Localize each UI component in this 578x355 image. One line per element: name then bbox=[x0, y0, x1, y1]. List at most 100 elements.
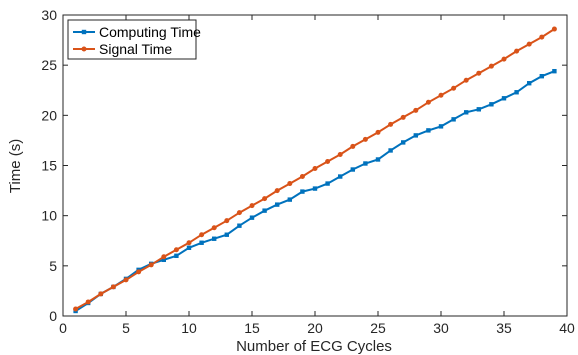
data-point bbox=[110, 284, 116, 290]
data-point bbox=[211, 225, 217, 231]
data-point bbox=[212, 236, 217, 241]
y-tick-label: 15 bbox=[41, 158, 57, 174]
legend-label: Computing Time bbox=[99, 24, 201, 40]
data-point bbox=[539, 34, 545, 40]
data-point bbox=[287, 197, 292, 202]
x-tick-label: 15 bbox=[244, 320, 260, 336]
legend-marker bbox=[81, 29, 87, 35]
data-point bbox=[224, 232, 229, 237]
data-point bbox=[388, 148, 393, 153]
data-point bbox=[249, 203, 255, 209]
x-tick-label: 30 bbox=[433, 320, 449, 336]
data-point bbox=[123, 277, 129, 283]
data-point bbox=[73, 306, 79, 312]
legend-label: Signal Time bbox=[99, 41, 172, 57]
x-tick-label: 5 bbox=[122, 320, 130, 336]
data-point bbox=[236, 210, 242, 216]
data-point bbox=[425, 99, 431, 105]
data-point bbox=[312, 186, 318, 191]
data-point bbox=[363, 161, 368, 166]
y-axis-label: Time (s) bbox=[7, 139, 24, 193]
data-point bbox=[161, 257, 166, 263]
data-point bbox=[401, 140, 406, 145]
data-point bbox=[148, 262, 154, 268]
data-point bbox=[287, 181, 293, 187]
data-point bbox=[249, 215, 255, 220]
data-point bbox=[464, 110, 469, 115]
data-point bbox=[489, 102, 494, 107]
data-point bbox=[476, 107, 481, 112]
data-point bbox=[488, 63, 494, 69]
series-layer bbox=[73, 26, 557, 314]
data-point bbox=[514, 48, 520, 54]
data-point bbox=[476, 70, 482, 76]
data-point bbox=[451, 85, 457, 91]
data-point bbox=[237, 223, 242, 228]
data-point bbox=[262, 196, 268, 202]
data-point bbox=[526, 41, 532, 47]
data-point bbox=[199, 232, 205, 238]
y-tick-label: 30 bbox=[41, 7, 57, 23]
series-2 bbox=[73, 26, 557, 312]
data-point bbox=[186, 245, 192, 250]
data-point bbox=[98, 291, 104, 297]
y-tick-label: 20 bbox=[41, 107, 57, 123]
legend-box bbox=[67, 19, 197, 60]
data-point bbox=[199, 240, 204, 245]
data-point bbox=[413, 133, 418, 138]
y-axis: 0 5 10 15 20 25 30 bbox=[41, 7, 567, 324]
data-point bbox=[438, 124, 444, 129]
data-point bbox=[413, 107, 419, 113]
data-point bbox=[173, 247, 179, 253]
data-point bbox=[300, 189, 305, 194]
data-point bbox=[539, 74, 544, 79]
x-tick-label: 35 bbox=[496, 320, 512, 336]
data-point bbox=[161, 254, 167, 260]
x-tick-label: 20 bbox=[307, 320, 323, 336]
data-point bbox=[262, 208, 267, 213]
y-tick-label: 25 bbox=[41, 57, 57, 73]
data-point bbox=[375, 129, 381, 135]
data-point bbox=[362, 136, 368, 142]
data-point bbox=[501, 96, 507, 101]
data-point bbox=[312, 166, 318, 172]
data-point bbox=[438, 92, 444, 98]
data-point bbox=[527, 81, 532, 86]
x-axis: 0 5 10 15 20 25 30 35 40 bbox=[59, 15, 575, 336]
data-point bbox=[451, 117, 456, 122]
legend-item: Signal Time bbox=[73, 41, 172, 57]
data-point bbox=[275, 202, 280, 207]
data-point bbox=[350, 143, 356, 149]
data-point bbox=[426, 128, 431, 133]
data-point bbox=[350, 167, 355, 172]
data-point bbox=[274, 188, 280, 194]
data-point bbox=[325, 158, 331, 164]
x-tick-label: 25 bbox=[370, 320, 386, 336]
x-tick-label: 10 bbox=[181, 320, 197, 336]
data-point bbox=[400, 114, 406, 120]
data-point bbox=[186, 240, 192, 246]
data-point bbox=[463, 77, 469, 83]
data-point bbox=[501, 56, 507, 62]
data-point bbox=[514, 90, 519, 95]
data-point bbox=[551, 26, 557, 32]
data-point bbox=[136, 269, 142, 275]
data-point bbox=[224, 218, 230, 224]
x-axis-label: Number of ECG Cycles bbox=[236, 338, 392, 355]
data-point bbox=[174, 253, 179, 258]
legend-item: Computing Time bbox=[73, 24, 201, 40]
y-tick-label: 10 bbox=[41, 208, 57, 224]
y-tick-label: 5 bbox=[49, 258, 57, 274]
data-point bbox=[337, 151, 343, 157]
data-point bbox=[85, 299, 91, 305]
data-point bbox=[388, 121, 394, 127]
data-point bbox=[375, 157, 381, 162]
data-point bbox=[552, 68, 557, 74]
x-tick-label: 40 bbox=[559, 320, 575, 336]
data-point bbox=[299, 174, 305, 180]
data-point bbox=[338, 174, 343, 179]
legend-marker bbox=[81, 46, 87, 52]
y-tick-label: 0 bbox=[49, 308, 57, 324]
